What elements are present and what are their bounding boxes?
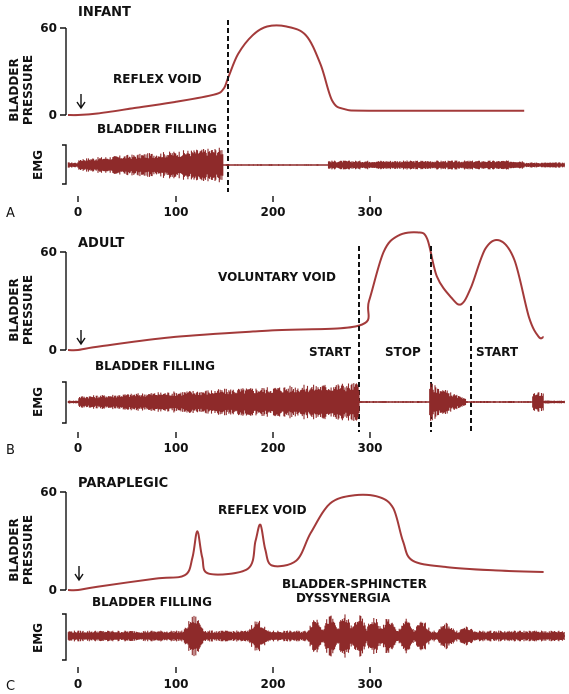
- emg-trace: [67, 383, 565, 421]
- filling-start-arrow: [76, 94, 86, 110]
- emg-trace: [67, 614, 565, 658]
- panel-letter: B: [6, 443, 15, 458]
- filling-start-arrow: [74, 566, 84, 582]
- y-tick-label-60: 60: [40, 245, 57, 259]
- x-tick-label-0: 0: [74, 205, 82, 219]
- y-tick-label-0: 0: [49, 108, 57, 122]
- x-tick-label-200: 200: [260, 205, 285, 219]
- x-tick-label-300: 300: [357, 677, 382, 691]
- x-tick-label-300: 300: [357, 441, 382, 455]
- annotation-dyssynergia: DYSSYNERGIA: [296, 591, 391, 605]
- x-ticks: [77, 196, 371, 202]
- emg-label: EMG: [31, 387, 45, 417]
- emg-activity: [67, 147, 565, 183]
- annotation-stop: STOP: [385, 345, 421, 359]
- annotation-restart: START: [476, 345, 519, 359]
- y-axis-label-line2: PRESSURE: [21, 55, 35, 125]
- panel-letter: A: [6, 206, 15, 221]
- x-tick-label-0: 0: [74, 677, 82, 691]
- panel-paraplegic: PARAPLEGIC BLADDER PRESSURE 60 0 REFLEX …: [6, 476, 565, 694]
- pressure-curve: [67, 493, 544, 592]
- annotation-bladder-filling: BLADDER FILLING: [92, 595, 212, 609]
- emg-bracket: [62, 144, 67, 185]
- annotation-reflex-void: REFLEX VOID: [218, 503, 307, 517]
- emg-label: EMG: [31, 150, 45, 180]
- y-axis: [60, 491, 67, 591]
- emg-bracket: [62, 381, 67, 424]
- y-tick-label-0: 0: [49, 583, 57, 597]
- y-axis: [60, 251, 67, 351]
- y-axis: [60, 27, 67, 116]
- x-tick-label-100: 100: [163, 441, 188, 455]
- emg-label: EMG: [31, 623, 45, 653]
- y-tick-label-0: 0: [49, 343, 57, 357]
- annotation-voluntary-void: VOLUNTARY VOID: [218, 270, 336, 284]
- y-axis-label-line2: PRESSURE: [21, 275, 35, 345]
- emg-bracket: [62, 613, 67, 661]
- x-ticks: [77, 432, 371, 438]
- annotation-start: START: [309, 345, 352, 359]
- panel-letter: C: [6, 679, 15, 694]
- y-axis-label-line1: BLADDER: [7, 518, 21, 581]
- y-axis-label-line1: BLADDER: [7, 58, 21, 121]
- x-ticks: [77, 667, 371, 673]
- x-tick-label-200: 200: [260, 441, 285, 455]
- filling-start-arrow: [76, 330, 86, 346]
- y-tick-label-60: 60: [40, 21, 57, 35]
- y-axis-label-line2: PRESSURE: [21, 515, 35, 585]
- annotation-bladder-filling: BLADDER FILLING: [95, 359, 215, 373]
- emg-activity: [67, 383, 565, 421]
- annotation-bladder-sphincter: BLADDER-SPHINCTER: [282, 577, 427, 591]
- emg-activity: [67, 614, 565, 658]
- x-tick-label-200: 200: [260, 677, 285, 691]
- annotation-bladder-filling: BLADDER FILLING: [97, 122, 217, 136]
- emg-trace: [67, 147, 565, 183]
- panel-title: PARAPLEGIC: [78, 476, 168, 491]
- y-axis-label-line1: BLADDER: [7, 278, 21, 341]
- x-tick-label-100: 100: [163, 205, 188, 219]
- x-tick-label-100: 100: [163, 677, 188, 691]
- panel-title: INFANT: [78, 5, 131, 20]
- panel-adult: ADULT BLADDER PRESSURE 60 0 VOLUNTARY VO…: [6, 231, 565, 458]
- x-tick-label-300: 300: [357, 205, 382, 219]
- panel-infant: INFANT BLADDER PRESSURE 60 0 REFLEX VOID…: [6, 5, 565, 221]
- y-tick-label-60: 60: [40, 485, 57, 499]
- pressure-curve: [67, 24, 525, 117]
- x-tick-label-0: 0: [74, 441, 82, 455]
- panel-title: ADULT: [78, 236, 125, 251]
- annotation-reflex-void: REFLEX VOID: [113, 72, 202, 86]
- pressure-curve: [67, 231, 544, 352]
